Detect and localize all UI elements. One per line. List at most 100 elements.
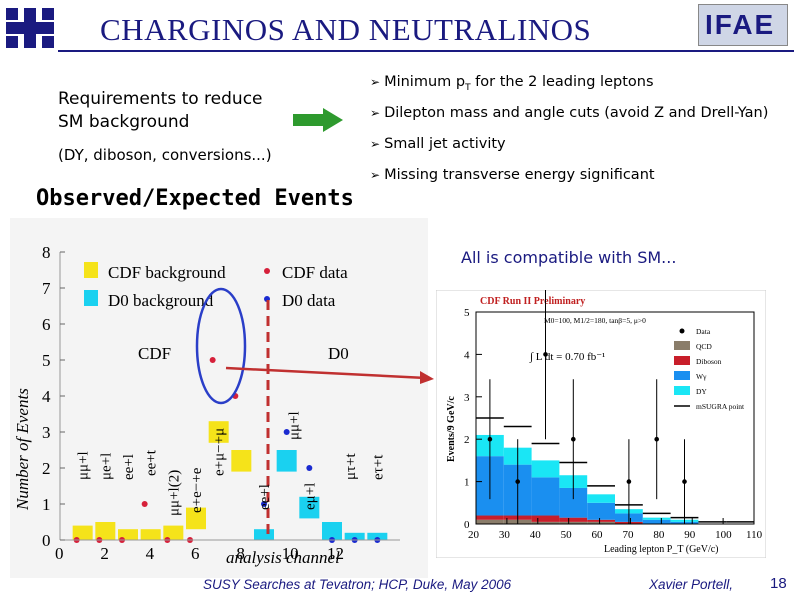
chart2-data-point-2 [543,352,548,357]
chart2-xtick-label: 60 [592,529,604,541]
chart2-data-point-5 [626,479,632,484]
chart2-xtick-label: 100 [715,529,732,541]
chart1-xtick-label: 4 [146,544,155,563]
chart1-xtick-label: 0 [55,544,64,563]
bullet-arrow-icon: ➢ [370,75,381,89]
sm-compatibility-note: All is compatible with SM... [461,248,677,267]
chart1-ytick-label: 7 [42,279,51,298]
chart1-bar-d0-background-9 [254,529,274,540]
chart2-legend-marker [674,371,690,380]
chart1-channel-label: μμ+l [286,411,302,440]
chart1-xtick-label: 12 [327,544,344,563]
chart1-channel-label: ee+t [144,449,160,476]
chart1-xtick-label: 8 [236,544,245,563]
chart2-ylabel: Events/9 GeV/c [446,396,457,462]
chart1-bar-d0-background-14 [367,532,388,540]
page-number: 18 [770,575,787,592]
footer-author: Xavier Portell, [649,577,734,592]
chart2-luminosity: ∫ L dt = 0.70 fb⁻¹ [529,351,605,363]
bullet-missing-et: ➢ Missing transverse energy significant [370,167,655,183]
chart2-bar-diboson-2 [531,515,560,522]
chart2-bar-qcd-0 [476,519,504,524]
chart1-ytick-label: 8 [42,243,51,262]
chart1-channel-label: eμ+l [302,483,318,510]
chart1-point-d0-data-10 [283,429,290,435]
chart2-bar-qcd-4 [587,521,615,524]
chart2-frame [475,311,755,525]
d0-region-label: D0 [328,344,349,363]
chart1-bar-cdf-background-2 [95,522,116,540]
chart1-channel-label: eτ+t [370,454,386,480]
ifae-logo: IFAE [698,4,788,46]
chart1-channel-label: e+e−+e [189,467,205,513]
chart2-legend-label: mSUGRA point [696,402,745,411]
chart2-xtick-label: 30 [499,529,511,541]
chart2-ytick-label: 1 [464,477,470,489]
chart2-ytick-label: 5 [464,307,470,319]
chart1-channel-label: e+μ−+μ [212,428,228,476]
chart1-ytick-label: 3 [42,423,51,442]
chart1-bar-cdf-background-1 [72,525,93,540]
chart1-channel-label: μe+l [98,453,114,480]
chart1-ytick-label: 1 [42,495,51,514]
legend-cdf-data: CDF data [282,263,348,282]
chart1-point-cdf-data-7 [209,357,216,363]
chart2-legend-label: QCD [696,342,712,351]
chart2-bar-dy-6 [642,517,671,520]
chart1-ytick-label: 0 [42,531,51,550]
connector-arrow [225,366,434,384]
chart1-background [10,218,428,578]
chart2-legend-marker [674,356,690,365]
legend-d0-data: D0 data [282,291,336,310]
chart1-ytick-label: 5 [42,351,51,370]
chart2-legend-label: Wγ [696,372,707,381]
chart2-bar-diboson-0 [476,515,504,520]
highlight-ellipse [195,287,247,405]
chart1-bar-d0-background-10 [276,450,297,472]
legend-d0-background-swatch [84,290,98,306]
chart1-ytick-label: 6 [42,315,51,334]
title-divider [58,50,794,52]
chart2-ytick-label: 3 [464,392,470,404]
chart2-data-point-6 [654,436,659,442]
chart2-data-point-0 [487,436,493,442]
legend-cdf-data-marker [264,268,270,274]
bullet-jet-activity: ➢ Small jet activity [370,136,506,152]
chart1-channel-label: ee+l [257,484,273,510]
chart1-point-d0-data-11 [306,465,313,471]
chart1-bar-cdf-background-8 [231,450,252,472]
page-title: CHARGINOS AND NEUTRALINOS [100,12,592,47]
chart1-channel-label: μμ+l [76,451,92,480]
footer-citation: SUSY Searches at Tevatron; HCP, Duke, Ma… [203,577,512,592]
chart1-xtick-label: 6 [191,544,200,563]
chart2-legend: Data QCD Diboson Wγ DY mSUGRA point [674,327,745,411]
chart2-xtick-label: 70 [622,529,634,541]
chart2-ytick-label: 0 [464,519,470,531]
chart2-title: CDF Run II Preliminary [480,296,585,307]
requirements-text: Requirements to reduce SM background [58,89,263,132]
chart2-legend-marker [679,328,685,334]
chart2-bar-diboson-3 [559,517,588,522]
chart1-xtick-label: 10 [282,544,299,563]
bullet-min-pt: ➢ Minimum pT for the 2 leading leptons [370,74,654,93]
chart1-channel-label: μτ+t [343,452,359,480]
chart2-legend-marker [674,386,690,395]
chart2-legend-label: Data [696,327,711,336]
cdf-region-label: CDF [138,344,171,363]
chart1-ylabel: Number of Events [13,388,32,511]
chart2-bar-wγ-4 [587,502,615,520]
chart1-legend: CDF background CDF data D0 background D0… [84,262,348,310]
chart2-bar-dy-4 [587,494,615,503]
chart2-xtick-label: 50 [561,529,572,541]
legend-d0-background: D0 background [108,291,214,310]
bullet-dilepton-cuts: ➢ Dilepton mass and angle cuts (avoid Z a… [370,105,769,121]
chart2-xtick-label: 110 [746,529,763,541]
chart2-bar-wγ-2 [531,477,560,516]
chart2-data-point-7 [682,479,687,484]
chart2-ytick-label: 2 [464,434,470,446]
chart2-bar-diboson-4 [587,519,615,522]
chart2-xtick-label: 90 [684,529,696,541]
chart2-bar-dy-2 [531,460,560,478]
legend-cdf-background: CDF background [108,263,226,282]
